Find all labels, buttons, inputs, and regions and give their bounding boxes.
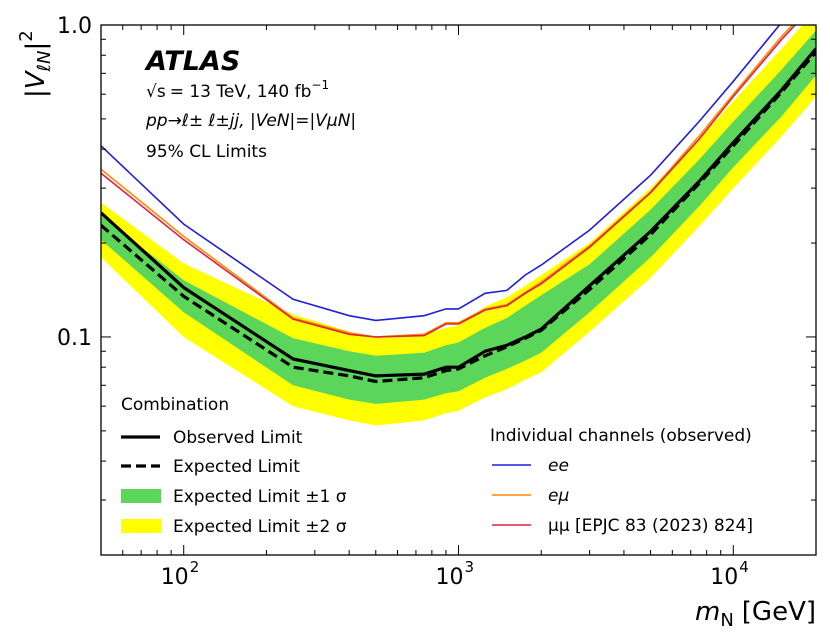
x-tick-labels: 10 2 10 3 10 4 (161, 558, 749, 590)
legend-combination-title: Combination (121, 395, 229, 415)
legend-channels-title: Individual channels (observed) (490, 426, 752, 446)
legend-label-emu: eμ (548, 486, 569, 506)
legend-label-observed: Observed Limit (173, 428, 303, 448)
x-tick-exp-1000: 3 (465, 558, 475, 576)
legend-channels: Individual channels (observed) ee eμ μμ … (490, 426, 753, 536)
legend-label-expected: Expected Limit (173, 457, 300, 477)
y-tick-label-1.0: 1.0 (57, 14, 92, 39)
legend-label-1sigma: Expected Limit ±1 σ (173, 487, 347, 507)
line-ee (101, 25, 781, 322)
x-tick-label-10000: 10 (710, 565, 738, 590)
x-tick-label-1000: 10 (436, 565, 464, 590)
y-tick-label-0.1: 0.1 (57, 326, 92, 351)
legend-combination: Combination Observed Limit Expected Limi… (121, 395, 347, 537)
band-1sigma (101, 30, 816, 404)
x-tick-label-100: 10 (161, 565, 189, 590)
cl-label: 95% CL Limits (146, 142, 267, 162)
legend-label-2sigma: Expected Limit ±2 σ (173, 517, 347, 537)
x-axis-label: mN [GeV] (695, 597, 816, 631)
x-tick-exp-100: 2 (190, 558, 200, 576)
line-mumu (101, 25, 797, 338)
process-label: pp→ℓ± ℓ±jj, |VeN|=|VμN| (145, 111, 356, 131)
x-tick-exp-10000: 4 (739, 558, 749, 576)
line-emu (101, 25, 794, 338)
plot-frame (100, 24, 817, 556)
y-axis-label: |VℓN|2 (16, 30, 55, 98)
y-tick-labels: 0.1 1.0 (57, 14, 92, 351)
atlas-label: ATLAS (144, 46, 240, 77)
energy-label: √s = 13 TeV, 140 fb−1 (146, 78, 329, 102)
legend-swatch-2sigma (121, 519, 161, 533)
legend-label-mumu: μμ [EPJC 83 (2023) 824] (548, 516, 753, 536)
legend-label-ee: ee (548, 456, 569, 476)
band-2sigma (101, 25, 816, 426)
legend-swatch-1sigma (121, 489, 161, 503)
axis-ticks (100, 24, 817, 556)
line-observed (101, 47, 816, 378)
